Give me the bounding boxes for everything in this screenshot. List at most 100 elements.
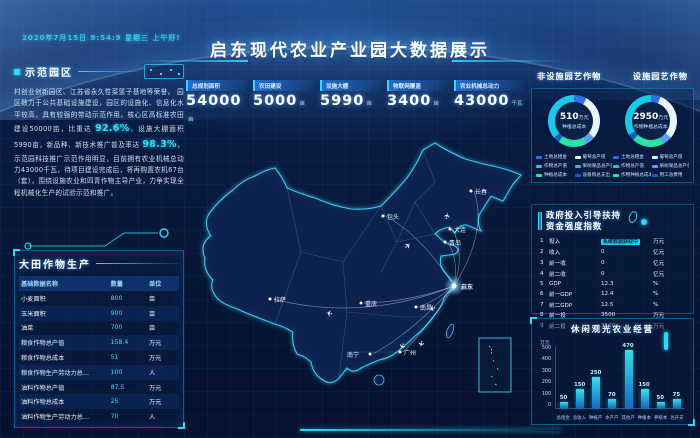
gov-row: 9 前二投 3500 万元 [538,321,687,332]
field-crops-title: 大田作物生产 [19,260,91,271]
plane-icons: ✈ ✈ ✈ ✈ ✈ ✈ [325,211,453,351]
hub-marker: 启东 [444,276,473,296]
x-label: 种植本 [637,416,651,421]
bar [640,389,649,408]
gov-idx: 8 [540,312,544,319]
city-label: 南宁 [347,351,359,359]
para2-mid: ，设施大棚面积5990亩，新品种、新技术推广普及率达 [14,124,184,150]
stat-number: 5000 [253,93,298,109]
gov-idx: 7 [540,301,544,308]
legend-label: 作物总产值 [621,164,644,169]
stat-value: 54000 亩 [186,93,247,125]
gov-name: 前二投 [549,324,566,331]
panel-horticulture: 非设施园艺作物 设施园艺作物 510万元 种植总成本 2950万元 作物种植总成… [531,70,694,183]
city-label: 大连 [454,226,466,234]
demo-park-title: 示范园区 [25,68,73,79]
donut-caption: 作物种植总成本 [633,125,668,130]
city-label: 重庆 [365,300,377,308]
bar-value: 150 [574,382,586,388]
gov-row: 1 投入 系统数据获取中 万元 [538,236,687,247]
legend-label: 作物种植总成本 [621,173,651,178]
bar-value: 50 [559,395,568,401]
gov-unit: 万元 [653,313,665,320]
legend-label: 用工总费用 [659,173,683,178]
gov-idx: 9 [540,323,544,330]
cell-unit: 万元 [146,335,179,351]
stat-card-total-area: 总规划面积 54000 亩 [186,80,247,125]
bar-group: 75 [672,392,681,408]
table-row: 粮食作物总成本 51 万元 [19,350,179,365]
bar [592,377,601,408]
stat-value: 3400 亩 [387,93,448,109]
legend-item: 土地总租金 [536,154,574,160]
scrollbar-thumb[interactable] [664,332,668,350]
legend-label: 种植总成本 [544,173,567,178]
gov-row: 2 收入 0 亿元 [538,247,687,258]
gov-unit: % [653,290,659,297]
cell-name: 油菜 [21,325,34,333]
cell-name: 粮食作物总产值 [19,335,109,351]
legend-item: 果树果品总产值 [651,163,689,169]
legend-item: 用工总费用 [651,172,690,178]
table-row: 粮食作物生产劳动力总… 100 人 [19,364,179,380]
col-header-name: 基础数据名称 [19,276,109,291]
table-row: 小麦面积 800 亩 [19,291,179,306]
stat-number: 5990 [320,93,365,109]
plane-icon: ✈ [428,303,436,313]
bars-plot: 50 150 250 70 470 150 50 75 [555,343,685,409]
gov-value-chip: 系统数据获取中 [601,238,641,245]
city-label: 包头 [387,213,399,221]
facility-title: 设施园艺作物 [632,71,688,81]
col-header-unit: 单位 [146,276,179,291]
gov-idx: 6 [540,290,544,297]
stat-unit: 亩 [299,101,305,107]
gov-title-line1: 政府投入引导扶持 [546,210,621,220]
city-label: 拉萨 [274,296,286,304]
gov-name: 前二收 [549,271,566,278]
header-line [78,71,139,72]
y-tick: 100 [541,391,551,397]
bar-value: 150 [638,382,650,388]
cell-qty: 87.5 [110,383,125,391]
bar-group: 50 [560,395,569,408]
stat-cards-row: 总规划面积 54000亩 农田建设 5000 亩 设施大棚 5990 亩 物联网覆盖… [186,80,524,125]
circuit-chip-icon [144,64,184,79]
legend-nonfacility: 土地总租金 葡萄总产值 作物总产值 果树果品总产值 种植总成本 设备购总支出 [536,154,612,178]
legend-item: 作物总产值 [536,163,574,169]
plane-icon: ✈ [442,211,453,220]
plane-icon: ✈ [416,340,426,348]
donut-number: 510 [559,112,579,122]
legend-swatch [613,173,619,177]
flight-routes [272,190,479,355]
gov-row: 8 前一投 3500 万元 [538,310,687,321]
gov-unit: % [653,301,659,308]
legend-item: 葡萄总产值 [574,154,613,160]
gov-value: 12.3 [601,280,614,287]
bar-group: 250 [590,370,601,408]
cell-name: 油料作物总产值 [21,384,65,392]
cell-unit: 亩 [148,295,156,303]
stat-label: 设施大棚 [320,80,381,91]
gov-name: 前一GDP [549,291,573,298]
cell-unit: 人 [146,364,179,380]
table-header-row: 基础数据名称 数量 单位 [19,276,179,291]
x-label: 总租金 [556,416,570,421]
table-row: 油料作物总产值 87.5 万元 [19,380,179,395]
donut-unit: 万元 [578,115,589,121]
bar [576,389,585,408]
cell-qty: 700 [110,324,123,332]
stat-card-farmland: 农田建设 5000 亩 [253,80,314,125]
donut-chart-nonfacility: 510万元 种植总成本 [548,95,601,147]
city-label: 长春 [475,188,487,196]
horticulture-box: 510万元 种植总成本 2950万元 作物种植总成本 土地总租金 葡萄总产值 作… [531,88,694,183]
gov-unit: 万元 [653,239,665,246]
country-outline [202,142,522,386]
header-line [96,263,179,264]
gov-value: 0 [601,260,605,267]
gov-unit: 亿元 [653,271,665,278]
legend-label: 葡萄总产值 [659,155,683,160]
cell-name: 油料作物总成本 [19,394,109,410]
gov-name: GDP [549,280,562,287]
title-divider-left [138,60,248,62]
